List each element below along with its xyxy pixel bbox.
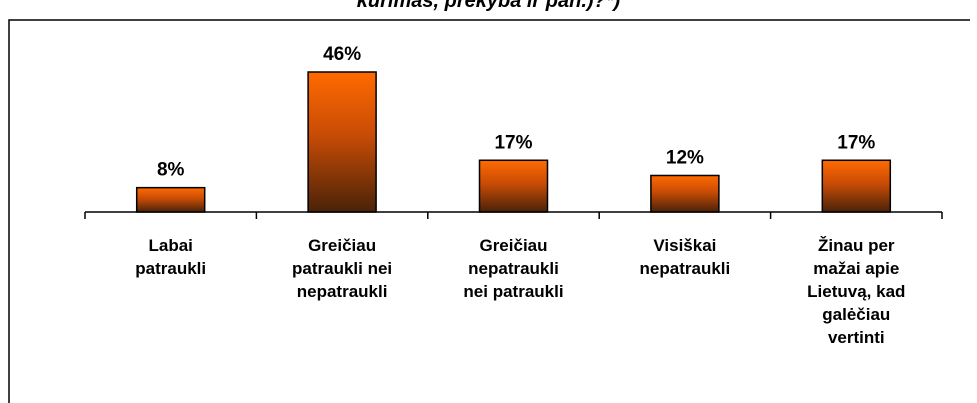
x-tick-label: Greičiau patraukli nei nepatraukli [292, 236, 393, 301]
x-tick-label: Labai patraukli [135, 236, 207, 278]
data-label: 46% [323, 44, 361, 65]
bar [307, 71, 377, 213]
x-tick-label: Greičiau nepatraukli nei patraukli [463, 236, 564, 301]
data-label: 17% [837, 132, 875, 153]
chart-title: kurimas, prekyba ir pan.)?*) [356, 0, 621, 12]
data-label: 8% [157, 160, 185, 181]
data-label: 17% [494, 132, 532, 153]
bar [821, 159, 892, 213]
x-tick-label: Žinau per mažai apie Lietuvą, kad galėči… [807, 236, 906, 347]
frame [8, 19, 970, 403]
bar [135, 186, 206, 213]
data-label: 12% [666, 147, 704, 168]
bar [650, 174, 720, 213]
x-tick-label: Visiškai nepatraukli [639, 236, 731, 278]
bar [478, 159, 549, 213]
